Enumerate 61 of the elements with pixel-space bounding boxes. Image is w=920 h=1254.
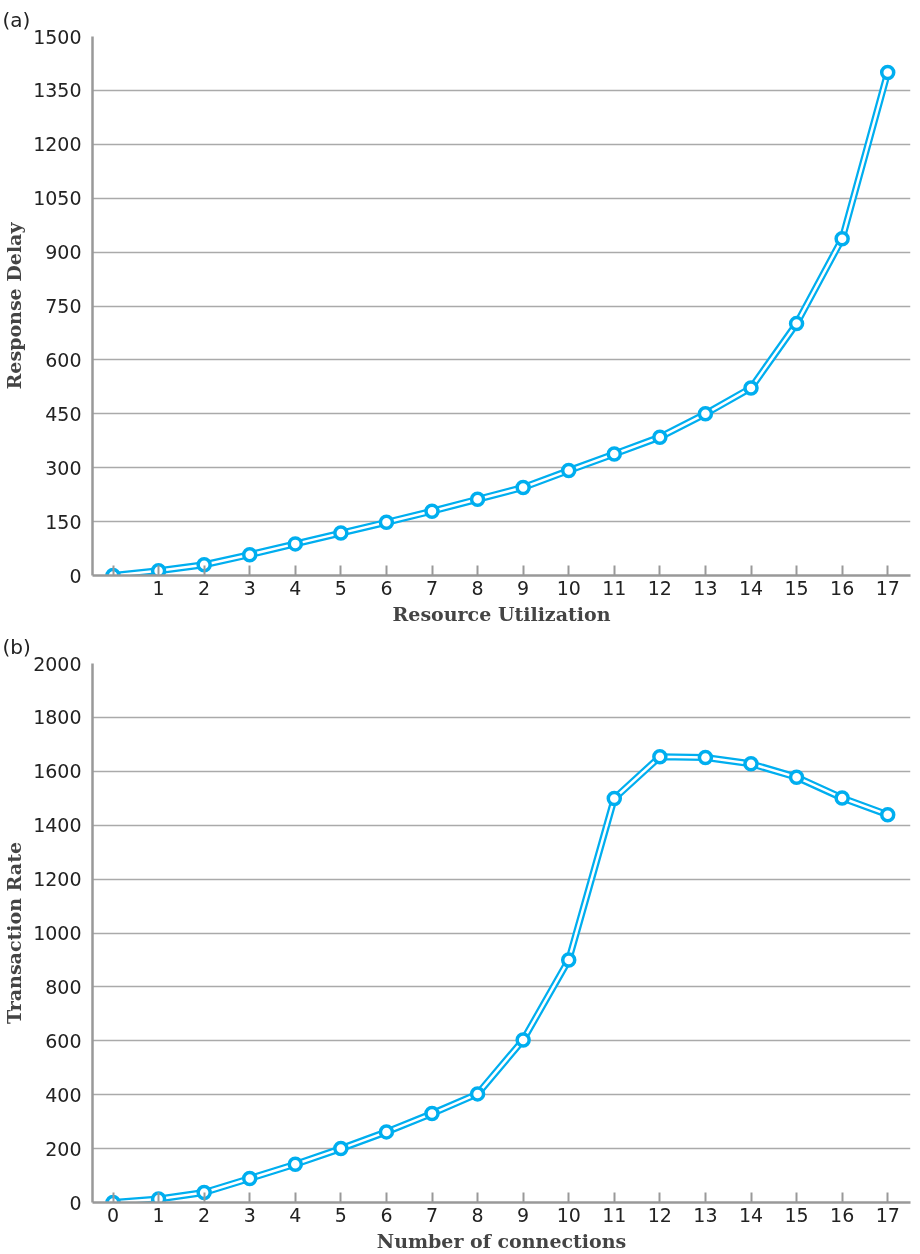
x-tick-label: 17 xyxy=(875,576,900,599)
y-tick-label: 1350 xyxy=(33,79,82,102)
x-tick-label: 16 xyxy=(830,576,855,599)
y-tick-label: 1000 xyxy=(33,922,82,944)
x-tick-label: 9 xyxy=(517,576,530,599)
x-tick-label: 2 xyxy=(198,576,211,599)
y-tick-label: 1400 xyxy=(33,814,82,837)
x-tick-label: 15 xyxy=(784,576,809,599)
x-tick-label: 9 xyxy=(517,1203,530,1226)
y-tick-label: 750 xyxy=(45,295,82,317)
text: (b) xyxy=(2,634,31,659)
x-tick-label: 8 xyxy=(471,1203,484,1226)
x-tick-label: 13 xyxy=(693,576,718,599)
x-tick-label: 2 xyxy=(198,1203,211,1226)
y-tick-label: 800 xyxy=(45,975,82,998)
x-tick-label: 7 xyxy=(425,1203,439,1226)
x-tick-label: 10 xyxy=(556,576,581,599)
y-tick-label: 1200 xyxy=(33,868,82,891)
y-tick-label: 2000 xyxy=(33,652,82,675)
x-tick-label: 0 xyxy=(106,1203,120,1226)
x-tick-label: 11 xyxy=(602,576,627,599)
text: (a) xyxy=(2,7,31,32)
x-tick-label: 10 xyxy=(556,1203,581,1226)
y-tick-label: 150 xyxy=(45,510,82,533)
x-tick-label: 5 xyxy=(334,576,347,599)
y-axis-title: Transaction Rate xyxy=(3,842,26,1024)
x-tick-label: 11 xyxy=(602,1203,627,1226)
x-tick-label: 1 xyxy=(152,1203,165,1226)
x-tick-label: 1 xyxy=(152,576,165,599)
x-axis-title: Number of connections xyxy=(376,1229,627,1252)
x-tick-label: 13 xyxy=(693,1203,718,1226)
x-tick-label: 6 xyxy=(380,576,393,599)
y-tick-label: 600 xyxy=(45,348,82,371)
x-tick-label: 14 xyxy=(738,1203,764,1226)
y-tick-label: 600 xyxy=(45,1029,82,1052)
y-tick-label: 200 xyxy=(45,1137,82,1160)
y-tick-label: 400 xyxy=(45,1083,82,1106)
y-tick-label: 1600 xyxy=(33,760,82,783)
x-tick-label: 4 xyxy=(289,576,302,599)
x-tick-label: 14 xyxy=(738,576,764,599)
y-axis-title: Response Delay xyxy=(3,221,26,390)
y-tick-label: 450 xyxy=(45,402,82,425)
x-tick-label: 6 xyxy=(380,1203,393,1226)
x-tick-label: 3 xyxy=(243,1203,256,1226)
x-tick-label: 12 xyxy=(647,576,672,599)
y-tick-label: 1800 xyxy=(33,706,82,729)
x-tick-label: 17 xyxy=(875,1203,900,1226)
x-tick-label: 15 xyxy=(784,1203,809,1226)
x-tick-label: 3 xyxy=(243,576,256,599)
x-tick-label: 8 xyxy=(471,576,484,599)
x-tick-label: 7 xyxy=(425,576,439,599)
y-tick-label: 1050 xyxy=(33,187,82,210)
y-tick-label: 1500 xyxy=(33,25,82,48)
x-tick-label: 4 xyxy=(289,1203,302,1226)
y-tick-label: 900 xyxy=(45,241,82,264)
y-tick-label: 1200 xyxy=(33,133,82,156)
y-tick-label: 300 xyxy=(45,456,82,479)
x-tick-label: 16 xyxy=(830,1203,855,1226)
x-tick-label: 12 xyxy=(647,1203,672,1226)
x-axis-title: Resource Utilization xyxy=(392,602,611,625)
x-tick-label: 5 xyxy=(334,1203,347,1226)
